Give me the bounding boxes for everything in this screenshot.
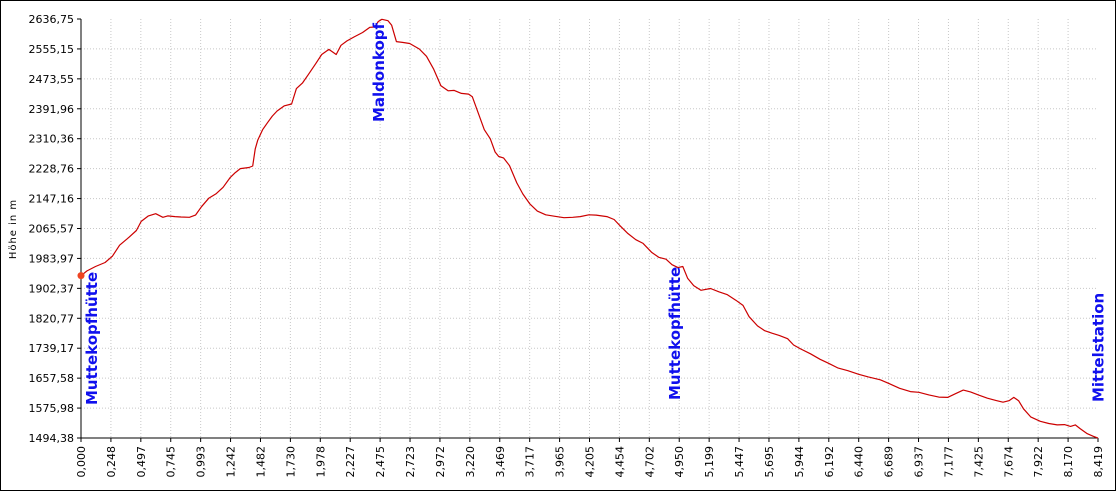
y-tick-label: 1820,77 xyxy=(29,312,75,325)
x-tick-label: 6,937 xyxy=(913,446,926,478)
x-tick-label: 5,695 xyxy=(763,446,776,478)
y-tick-label: 2147,16 xyxy=(29,193,75,206)
y-tick-label: 2555,15 xyxy=(29,43,75,56)
elevation-series xyxy=(77,18,1099,439)
annotation-label: Muttekopfhütte xyxy=(666,267,684,400)
axes xyxy=(77,18,1099,442)
x-tick-label: 4,950 xyxy=(673,446,686,478)
y-tick-label: 2310,36 xyxy=(29,133,75,146)
y-tick-label: 2065,57 xyxy=(29,223,75,236)
y-tick-labels: 2636,75 2555,15 2473,55 2391,96 2310,36 2228,… xyxy=(29,13,75,445)
x-tick-label: 8,170 xyxy=(1062,446,1075,478)
annotation-label: Mittelstation xyxy=(1090,293,1108,402)
y-axis-label: Höhe in m xyxy=(8,199,19,259)
annotation-label: Muttekopfhütte xyxy=(83,272,101,405)
x-tick-label: 4,454 xyxy=(613,446,626,478)
elevation-line xyxy=(80,18,1099,439)
y-tick-label: 2228,76 xyxy=(29,163,75,176)
x-tick-label: 5,447 xyxy=(733,446,746,478)
x-tick-label: 1,730 xyxy=(284,446,297,478)
y-tick-label: 2473,55 xyxy=(29,73,75,86)
y-tick-label: 2636,75 xyxy=(29,13,75,26)
x-tick-label: 5,944 xyxy=(793,446,806,478)
x-tick-label: 8,419 xyxy=(1092,446,1105,478)
x-tick-label: 7,922 xyxy=(1032,446,1045,478)
x-tick-label: 2,227 xyxy=(344,446,357,478)
x-tick-labels: 0,000 0,248 0,497 0,745 0,993 1,242 1,482 1,730… xyxy=(75,446,1105,478)
y-tick-label: 1739,17 xyxy=(29,342,75,355)
start-point-marker xyxy=(77,272,85,280)
x-tick-label: 7,674 xyxy=(1002,446,1015,478)
y-tick-label: 2391,96 xyxy=(29,103,75,116)
waypoint-annotations: Muttekopfhütte Maldonkopf Muttekopfhütte Mi… xyxy=(83,22,1108,405)
x-tick-label: 1,978 xyxy=(314,446,327,478)
y-tick-label: 1494,38 xyxy=(29,432,75,445)
x-tick-label: 6,689 xyxy=(883,446,896,478)
x-tick-label: 0,993 xyxy=(195,446,208,478)
x-tick-label: 1,482 xyxy=(254,446,267,478)
y-tick-label: 1575,98 xyxy=(29,402,75,415)
x-tick-label: 7,425 xyxy=(972,446,985,478)
x-tick-label: 0,497 xyxy=(135,446,148,478)
x-tick-label: 1,242 xyxy=(225,446,238,478)
x-tick-label: 0,000 xyxy=(75,446,88,478)
y-tick-label: 1902,37 xyxy=(29,282,75,295)
x-tick-label: 2,723 xyxy=(404,446,417,478)
x-tick-label: 4,205 xyxy=(584,446,597,478)
x-tick-label: 3,220 xyxy=(464,446,477,478)
y-tick-label: 1657,58 xyxy=(29,372,75,385)
x-tick-label: 3,469 xyxy=(494,446,507,478)
x-tick-label: 3,965 xyxy=(554,446,567,478)
x-tick-label: 3,717 xyxy=(524,446,537,478)
annotation-label: Maldonkopf xyxy=(370,22,388,122)
x-tick-label: 7,177 xyxy=(942,446,955,478)
x-tick-label: 0,745 xyxy=(165,446,178,478)
x-tick-label: 5,199 xyxy=(703,446,716,478)
x-tick-label: 6,192 xyxy=(823,446,836,478)
y-tick-label: 1983,97 xyxy=(29,252,75,265)
grid-lines xyxy=(81,19,1098,438)
x-tick-label: 4,702 xyxy=(643,446,656,478)
x-tick-label: 2,972 xyxy=(434,446,447,478)
x-tick-label: 6,440 xyxy=(853,446,866,478)
x-tick-label: 2,475 xyxy=(374,446,387,478)
x-tick-label: 0,248 xyxy=(105,446,118,478)
